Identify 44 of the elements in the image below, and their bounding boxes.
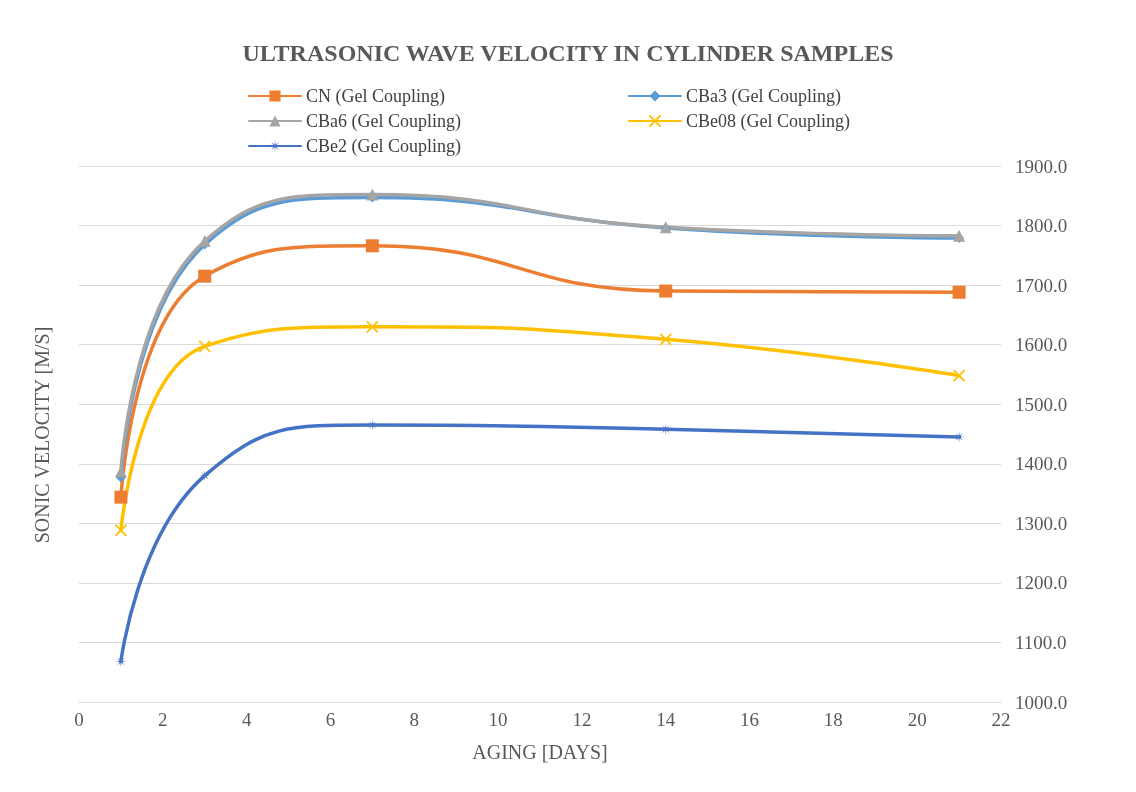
point bbox=[114, 524, 128, 537]
x-tick-label: 18 bbox=[823, 709, 843, 730]
x-tick-label: 20 bbox=[907, 709, 927, 730]
point bbox=[114, 490, 128, 504]
point bbox=[198, 269, 212, 283]
point bbox=[953, 229, 966, 242]
x-axis-title: AGING [DAYS] bbox=[472, 741, 608, 763]
legend-label: CBa6 (Gel Coupling) bbox=[306, 111, 461, 132]
point bbox=[366, 188, 379, 201]
y-tick-label: 1200.0 bbox=[1015, 572, 1068, 594]
point bbox=[659, 332, 673, 346]
x-tick-label: 6 bbox=[325, 709, 336, 730]
legend-label: CN (Gel Coupling) bbox=[306, 86, 445, 107]
x-tick-label: 16 bbox=[740, 709, 760, 730]
point bbox=[952, 285, 966, 299]
legend-label: CBe08 (Gel Coupling) bbox=[686, 111, 850, 132]
y-axis-title: SONIC VELOCITY [M/S] bbox=[31, 326, 53, 544]
y-tick-label: 1600.0 bbox=[1015, 334, 1068, 356]
x-tick-label: 4 bbox=[241, 709, 252, 730]
legend-label: CBe2 (Gel Coupling) bbox=[306, 136, 461, 157]
x-tick-label: 0 bbox=[74, 709, 84, 730]
y-tick-label: 1700.0 bbox=[1015, 274, 1068, 296]
y-tick-label: 1400.0 bbox=[1015, 453, 1068, 475]
x-tick-label: 8 bbox=[409, 709, 420, 730]
point bbox=[659, 284, 673, 298]
y-tick-label: 1300.0 bbox=[1015, 512, 1068, 534]
x-tick-label: 12 bbox=[572, 709, 592, 730]
y-tick-label: 1500.0 bbox=[1015, 393, 1068, 415]
point bbox=[952, 369, 966, 383]
y-tick-label: 1900.0 bbox=[1015, 155, 1068, 177]
point bbox=[365, 239, 379, 253]
chart-title: ULTRASONIC WAVE VELOCITY IN CYLINDER SAMPLES bbox=[242, 40, 894, 66]
y-tick-label: 1100.0 bbox=[1015, 631, 1067, 653]
point bbox=[198, 340, 212, 353]
legend-label: CBa3 (Gel Coupling) bbox=[686, 86, 841, 107]
x-tick-label: 2 bbox=[158, 709, 168, 730]
y-tick-label: 1800.0 bbox=[1015, 215, 1068, 237]
x-tick-label: 10 bbox=[488, 709, 508, 730]
y-tick-label: 1000.0 bbox=[1015, 691, 1068, 713]
x-tick-label: 22 bbox=[991, 709, 1011, 730]
point bbox=[115, 656, 127, 667]
point bbox=[365, 320, 379, 334]
x-tick-label: 14 bbox=[656, 709, 676, 730]
point bbox=[199, 470, 211, 482]
